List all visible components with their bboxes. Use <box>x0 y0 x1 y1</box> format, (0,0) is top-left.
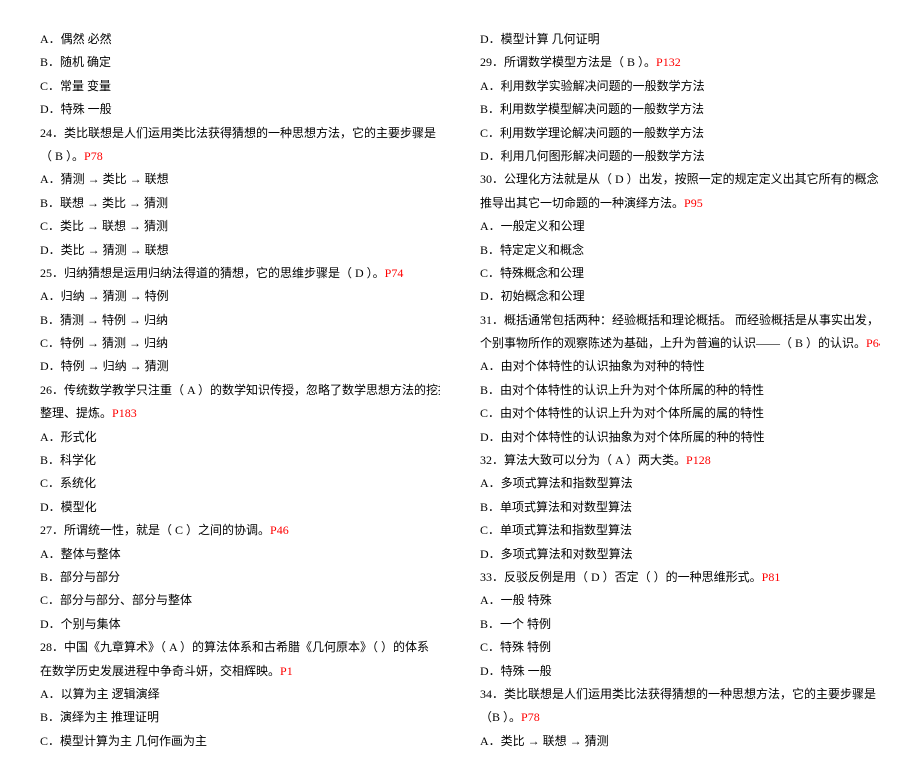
text-line: B．单项式算法和对数型算法 <box>480 496 880 519</box>
text-line: D．特例 → 归纳 → 猜测 <box>40 355 440 378</box>
text-line: 29．所谓数学模型方法是（ B ）。P132 <box>480 51 880 74</box>
text: 32．算法大致可以分为（ A ）两大类。 <box>480 453 686 467</box>
text-line: C．部分与部分、部分与整体 <box>40 589 440 612</box>
text-line: A．整体与整体 <box>40 543 440 566</box>
text-line: 推导出其它一切命题的一种演绎方法。P95 <box>480 192 880 215</box>
page-ref: P183 <box>112 406 137 420</box>
text-line: 27．所谓统一性，就是（ C ）之间的协调。P46 <box>40 519 440 542</box>
text-line: D．利用几何图形解决问题的一般数学方法 <box>480 145 880 168</box>
text: 33．反驳反例是用（ D ）否定（ ）的一种思维形式。 <box>480 570 762 584</box>
page-ref: P132 <box>656 55 681 69</box>
page-ref: P46 <box>270 523 289 537</box>
text-line: C．单项式算法和指数型算法 <box>480 519 880 542</box>
page-ref: P74 <box>385 266 404 280</box>
text-line: D．模型化 <box>40 496 440 519</box>
page-ref: P81 <box>762 570 781 584</box>
text-line: A．由对个体特性的认识抽象为对种的特性 <box>480 355 880 378</box>
text-line: 整理、提炼。P183 <box>40 402 440 425</box>
text-line: 26．传统数学教学只注重（ A ）的数学知识传授，忽略了数学思想方法的挖掘、 <box>40 379 440 402</box>
text-line: D．多项式算法和对数型算法 <box>480 543 880 566</box>
text-line: 28．中国《九章算术》（ A ）的算法体系和古希腊《几何原本》（ ）的体系 <box>40 636 440 659</box>
text-line: C．模型计算为主 几何作画为主 <box>40 730 440 753</box>
two-column-layout: A．偶然 必然 B．随机 确定 C．常量 变量 D．特殊 一般 24．类比联想是… <box>40 28 880 753</box>
text-line: B．联想 → 类比 → 猜测 <box>40 192 440 215</box>
text-line: A．一般 特殊 <box>480 589 880 612</box>
text-line: 31．概括通常包括两种：经验概括和理论概括。 而经验概括是从事实出发，以对 <box>480 309 880 332</box>
text-line: C．系统化 <box>40 472 440 495</box>
text-line: C．特例 → 猜测 → 归纳 <box>40 332 440 355</box>
text-line: B．利用数学模型解决问题的一般数学方法 <box>480 98 880 121</box>
text-line: B．特定定义和概念 <box>480 239 880 262</box>
text-line: 32．算法大致可以分为（ A ）两大类。P128 <box>480 449 880 472</box>
text-line: 33．反驳反例是用（ D ）否定（ ）的一种思维形式。P81 <box>480 566 880 589</box>
text-line: D．模型计算 几何证明 <box>480 28 880 51</box>
text-line: B．随机 确定 <box>40 51 440 74</box>
text-line: 个别事物所作的观察陈述为基础，上升为普遍的认识——（ B ）的认识。P64 <box>480 332 880 355</box>
text: （ B ）。 <box>40 149 84 163</box>
text-line: C．利用数学理论解决问题的一般数学方法 <box>480 122 880 145</box>
right-column: D．模型计算 几何证明 29．所谓数学模型方法是（ B ）。P132 A．利用数… <box>480 28 880 753</box>
text: 29．所谓数学模型方法是（ B ）。 <box>480 55 656 69</box>
text-line: A．偶然 必然 <box>40 28 440 51</box>
page-ref: P1 <box>280 664 293 678</box>
text: 27．所谓统一性，就是（ C ）之间的协调。 <box>40 523 270 537</box>
text-line: B．一个 特例 <box>480 613 880 636</box>
text-line: A．猜测 → 类比 → 联想 <box>40 168 440 191</box>
text-line: A．类比 → 联想 → 猜测 <box>480 730 880 753</box>
page-ref: P128 <box>686 453 711 467</box>
text-line: （B ）。P78 <box>480 706 880 729</box>
page-ref: P95 <box>684 196 703 210</box>
text: 个别事物所作的观察陈述为基础，上升为普遍的认识——（ B ）的认识。 <box>480 336 866 350</box>
text-line: C．类比 → 联想 → 猜测 <box>40 215 440 238</box>
text-line: A．多项式算法和指数型算法 <box>480 472 880 495</box>
text-line: C．特殊概念和公理 <box>480 262 880 285</box>
text: 在数学历史发展进程中争奇斗妍，交相辉映。 <box>40 664 280 678</box>
text-line: D．个别与集体 <box>40 613 440 636</box>
left-column: A．偶然 必然 B．随机 确定 C．常量 变量 D．特殊 一般 24．类比联想是… <box>40 28 440 753</box>
page-ref: P64 <box>866 336 880 350</box>
text-line: 在数学历史发展进程中争奇斗妍，交相辉映。P1 <box>40 660 440 683</box>
text-line: 24．类比联想是人们运用类比法获得猜想的一种思想方法，它的主要步骤是 <box>40 122 440 145</box>
page-ref: P78 <box>521 710 540 724</box>
text-line: 30．公理化方法就是从（ D ）出发，按照一定的规定定义出其它所有的概念， <box>480 168 880 191</box>
text: （B ）。 <box>480 710 521 724</box>
text-line: B．猜测 → 特例 → 归纳 <box>40 309 440 332</box>
text-line: D．特殊 一般 <box>40 98 440 121</box>
text-line: B．由对个体特性的认识上升为对个体所属的种的特性 <box>480 379 880 402</box>
text-line: B．演绎为主 推理证明 <box>40 706 440 729</box>
text-line: A．以算为主 逻辑演绎 <box>40 683 440 706</box>
text-line: （ B ）。P78 <box>40 145 440 168</box>
text-line: B．部分与部分 <box>40 566 440 589</box>
text: 推导出其它一切命题的一种演绎方法。 <box>480 196 684 210</box>
text-line: C．由对个体特性的认识上升为对个体所属的属的特性 <box>480 402 880 425</box>
text-line: C．常量 变量 <box>40 75 440 98</box>
text-line: C．特殊 特例 <box>480 636 880 659</box>
text-line: D．由对个体特性的认识抽象为对个体所属的种的特性 <box>480 426 880 449</box>
text-line: D．类比 → 猜测 → 联想 <box>40 239 440 262</box>
text-line: 34．类比联想是人们运用类比法获得猜想的一种思想方法，它的主要步骤是 <box>480 683 880 706</box>
text-line: D．初始概念和公理 <box>480 285 880 308</box>
text-line: A．一般定义和公理 <box>480 215 880 238</box>
text-line: A．形式化 <box>40 426 440 449</box>
text-line: 25．归纳猜想是运用归纳法得道的猜想，它的思维步骤是（ D ）。P74 <box>40 262 440 285</box>
text-line: B．科学化 <box>40 449 440 472</box>
text-line: A．归纳 → 猜测 → 特例 <box>40 285 440 308</box>
text: 25．归纳猜想是运用归纳法得道的猜想，它的思维步骤是（ D ）。 <box>40 266 385 280</box>
text: 整理、提炼。 <box>40 406 112 420</box>
text-line: D．特殊 一般 <box>480 660 880 683</box>
text-line: A．利用数学实验解决问题的一般数学方法 <box>480 75 880 98</box>
page-ref: P78 <box>84 149 103 163</box>
